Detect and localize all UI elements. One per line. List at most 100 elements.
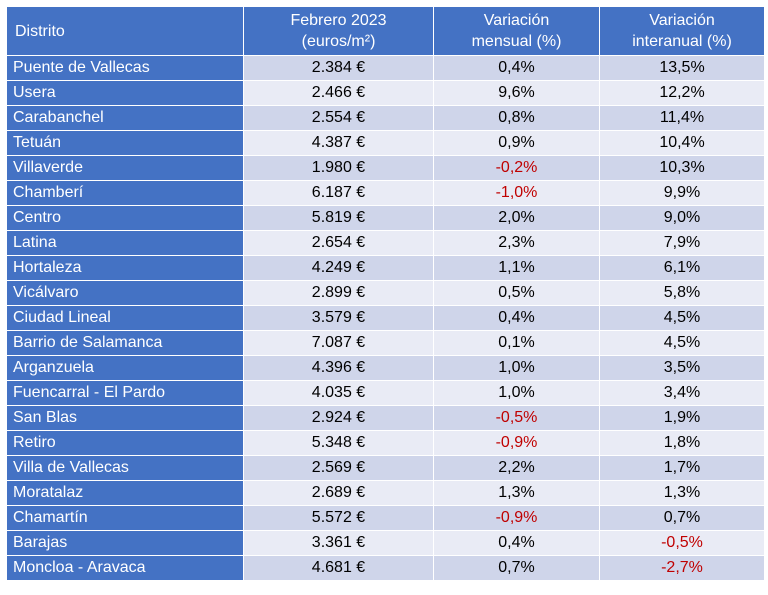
price-table-container: Distrito Febrero 2023 (euros/m²) Variaci… — [6, 6, 765, 581]
annual-variation-cell: -0,5% — [599, 530, 765, 556]
monthly-variation-cell: 0,7% — [433, 555, 600, 581]
monthly-variation-cell: 2,3% — [433, 230, 600, 256]
price-cell: 2.466 € — [243, 80, 434, 106]
annual-variation-cell: 12,2% — [599, 80, 765, 106]
district-cell: Fuencarral - El Pardo — [6, 380, 244, 406]
district-cell: Barrio de Salamanca — [6, 330, 244, 356]
price-cell: 4.681 € — [243, 555, 434, 581]
district-cell: Moncloa - Aravaca — [6, 555, 244, 581]
price-cell: 1.980 € — [243, 155, 434, 181]
price-cell: 2.899 € — [243, 280, 434, 306]
district-cell: Villa de Vallecas — [6, 455, 244, 481]
monthly-variation-cell: 0,4% — [433, 305, 600, 331]
district-cell: Villaverde — [6, 155, 244, 181]
table-row: Barrio de Salamanca 7.087 €0,1% 4,5% — [6, 330, 765, 356]
monthly-variation-cell: 2,2% — [433, 455, 600, 481]
district-cell: Centro — [6, 205, 244, 231]
annual-variation-cell: 6,1% — [599, 255, 765, 281]
annual-variation-cell: 9,9% — [599, 180, 765, 206]
price-cell: 4.396 € — [243, 355, 434, 381]
price-cell: 6.187 € — [243, 180, 434, 206]
price-cell: 5.572 € — [243, 505, 434, 531]
monthly-variation-cell: -0,9% — [433, 505, 600, 531]
header-district: Distrito — [6, 6, 244, 56]
table-row: Centro 5.819 €2,0% 9,0% — [6, 205, 765, 231]
district-cell: Chamberí — [6, 180, 244, 206]
table-row: Retiro 5.348 € -0,9% 1,8% — [6, 430, 765, 456]
table-row: Moratalaz 2.689 €1,3% 1,3% — [6, 480, 765, 506]
header-monthly: Variación mensual (%) — [433, 6, 600, 56]
annual-variation-cell: 1,7% — [599, 455, 765, 481]
monthly-variation-cell: 0,8% — [433, 105, 600, 131]
annual-variation-cell: -2,7% — [599, 555, 765, 581]
header-annual-line2: interanual (%) — [632, 33, 732, 50]
annual-variation-cell: 10,4% — [599, 130, 765, 156]
price-cell: 4.035 € — [243, 380, 434, 406]
district-cell: Retiro — [6, 430, 244, 456]
district-cell: Hortaleza — [6, 255, 244, 281]
price-cell: 2.924 € — [243, 405, 434, 431]
annual-variation-cell: 1,9% — [599, 405, 765, 431]
district-cell: Carabanchel — [6, 105, 244, 131]
annual-variation-cell: 3,5% — [599, 355, 765, 381]
header-price: Febrero 2023 (euros/m²) — [243, 6, 434, 56]
annual-variation-cell: 1,3% — [599, 480, 765, 506]
price-cell: 5.819 € — [243, 205, 434, 231]
district-cell: Latina — [6, 230, 244, 256]
monthly-variation-cell: 0,4% — [433, 530, 600, 556]
monthly-variation-cell: 2,0% — [433, 205, 600, 231]
district-cell: Barajas — [6, 530, 244, 556]
price-cell: 2.654 € — [243, 230, 434, 256]
table-row: Villaverde 1.980 € -0,2% 10,3% — [6, 155, 765, 181]
monthly-variation-cell: -0,2% — [433, 155, 600, 181]
price-cell: 3.361 € — [243, 530, 434, 556]
monthly-variation-cell: 0,1% — [433, 330, 600, 356]
district-cell: Chamartín — [6, 505, 244, 531]
header-row: Distrito Febrero 2023 (euros/m²) Variaci… — [6, 6, 765, 56]
header-monthly-line2: mensual (%) — [471, 33, 562, 50]
table-row: Chamberí 6.187 € -1,0% 9,9% — [6, 180, 765, 206]
annual-variation-cell: 9,0% — [599, 205, 765, 231]
district-cell: Tetuán — [6, 130, 244, 156]
annual-variation-cell: 7,9% — [599, 230, 765, 256]
table-body: Puente de Vallecas 2.384 €0,4% 13,5% Usera 2… — [6, 55, 765, 581]
district-cell: Usera — [6, 80, 244, 106]
price-cell: 5.348 € — [243, 430, 434, 456]
header-price-line2: (euros/m²) — [301, 33, 376, 50]
annual-variation-cell: 1,8% — [599, 430, 765, 456]
table-header: Distrito Febrero 2023 (euros/m²) Variaci… — [6, 6, 765, 56]
table-row: Chamartín 5.572 € -0,9% 0,7% — [6, 505, 765, 531]
table-row: Fuencarral - El Pardo 4.035 €1,0% 3,4% — [6, 380, 765, 406]
price-cell: 2.554 € — [243, 105, 434, 131]
annual-variation-cell: 13,5% — [599, 55, 765, 81]
annual-variation-cell: 5,8% — [599, 280, 765, 306]
table-row: Vicálvaro 2.899 €0,5% 5,8% — [6, 280, 765, 306]
annual-variation-cell: 10,3% — [599, 155, 765, 181]
monthly-variation-cell: -1,0% — [433, 180, 600, 206]
header-annual-line1: Variación — [649, 12, 715, 29]
table-row: Ciudad Lineal 3.579 €0,4% 4,5% — [6, 305, 765, 331]
table-row: Hortaleza 4.249 €1,1% 6,1% — [6, 255, 765, 281]
monthly-variation-cell: 1,1% — [433, 255, 600, 281]
monthly-variation-cell: -0,9% — [433, 430, 600, 456]
annual-variation-cell: 0,7% — [599, 505, 765, 531]
price-cell: 4.249 € — [243, 255, 434, 281]
district-cell: Ciudad Lineal — [6, 305, 244, 331]
table-row: Arganzuela 4.396 €1,0% 3,5% — [6, 355, 765, 381]
table-row: Carabanchel 2.554 €0,8% 11,4% — [6, 105, 765, 131]
monthly-variation-cell: 9,6% — [433, 80, 600, 106]
annual-variation-cell: 4,5% — [599, 330, 765, 356]
table-row: Latina 2.654 €2,3% 7,9% — [6, 230, 765, 256]
header-annual: Variación interanual (%) — [599, 6, 765, 56]
district-cell: Vicálvaro — [6, 280, 244, 306]
monthly-variation-cell: 1,0% — [433, 355, 600, 381]
annual-variation-cell: 11,4% — [599, 105, 765, 131]
monthly-variation-cell: 0,4% — [433, 55, 600, 81]
header-price-line1: Febrero 2023 — [290, 12, 387, 29]
price-cell: 4.387 € — [243, 130, 434, 156]
table-row: Moncloa - Aravaca 4.681 €0,7% -2,7% — [6, 555, 765, 581]
header-monthly-line1: Variación — [483, 12, 550, 29]
table-row: Usera 2.466 €9,6% 12,2% — [6, 80, 765, 106]
annual-variation-cell: 3,4% — [599, 380, 765, 406]
table-row: Puente de Vallecas 2.384 €0,4% 13,5% — [6, 55, 765, 81]
